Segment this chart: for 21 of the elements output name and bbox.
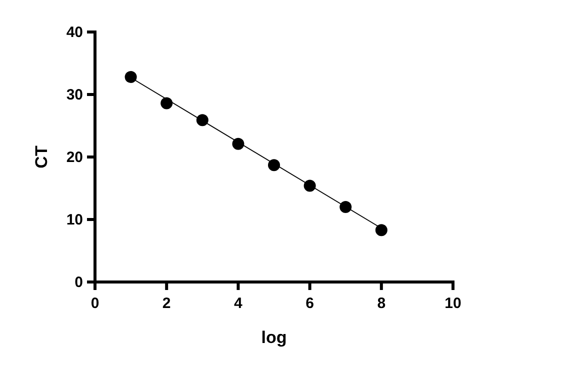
- point: [375, 224, 388, 236]
- x-tick-label: 8: [377, 295, 386, 312]
- x-tick-label: 2: [162, 295, 171, 312]
- point: [268, 159, 280, 172]
- y-tick-label: 0: [74, 274, 83, 291]
- point: [304, 180, 316, 192]
- point: [160, 97, 173, 110]
- point: [340, 201, 352, 213]
- x-tick-label: 6: [306, 295, 314, 312]
- point: [124, 71, 137, 83]
- x-tick-label: 10: [444, 295, 462, 312]
- point: [232, 138, 244, 150]
- y-tick-label: 30: [66, 86, 83, 104]
- x-tick-label: 0: [90, 295, 100, 312]
- x-axis-title: log: [261, 328, 287, 347]
- y-tick-label: 20: [66, 149, 83, 166]
- y-axis-title: CT: [32, 145, 51, 168]
- x-tick-label: 4: [234, 295, 244, 312]
- y-tick-label: 40: [66, 24, 83, 41]
- y-tick-label: 10: [66, 212, 83, 228]
- point: [196, 114, 208, 126]
